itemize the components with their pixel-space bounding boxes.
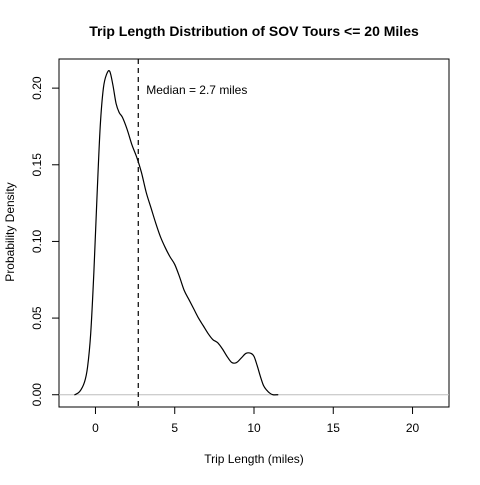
x-axis: 0 5 10 15 20: [92, 406, 420, 435]
plot-frame: [58, 58, 450, 408]
y-tick-label: 0.20: [30, 76, 44, 100]
y-axis: 0.00 0.05 0.10 0.15 0.20: [30, 76, 60, 407]
x-tick-label: 15: [327, 421, 341, 435]
y-tick-label: 0.15: [30, 153, 44, 177]
y-tick-label: 0.05: [30, 306, 44, 330]
x-tick-label: 5: [171, 421, 178, 435]
chart-title: Trip Length Distribution of SOV Tours <=…: [89, 23, 419, 39]
y-axis-label: Probability Density: [3, 182, 17, 281]
x-tick-label: 0: [92, 421, 99, 435]
y-tick-label: 0.00: [30, 383, 44, 407]
y-tick-label: 0.10: [30, 229, 44, 253]
x-axis-label: Trip Length (miles): [204, 452, 304, 466]
x-tick-label: 20: [406, 421, 420, 435]
median-label: Median = 2.7 miles: [146, 83, 247, 97]
x-tick-label: 10: [247, 421, 261, 435]
density-curve: [74, 69, 279, 396]
